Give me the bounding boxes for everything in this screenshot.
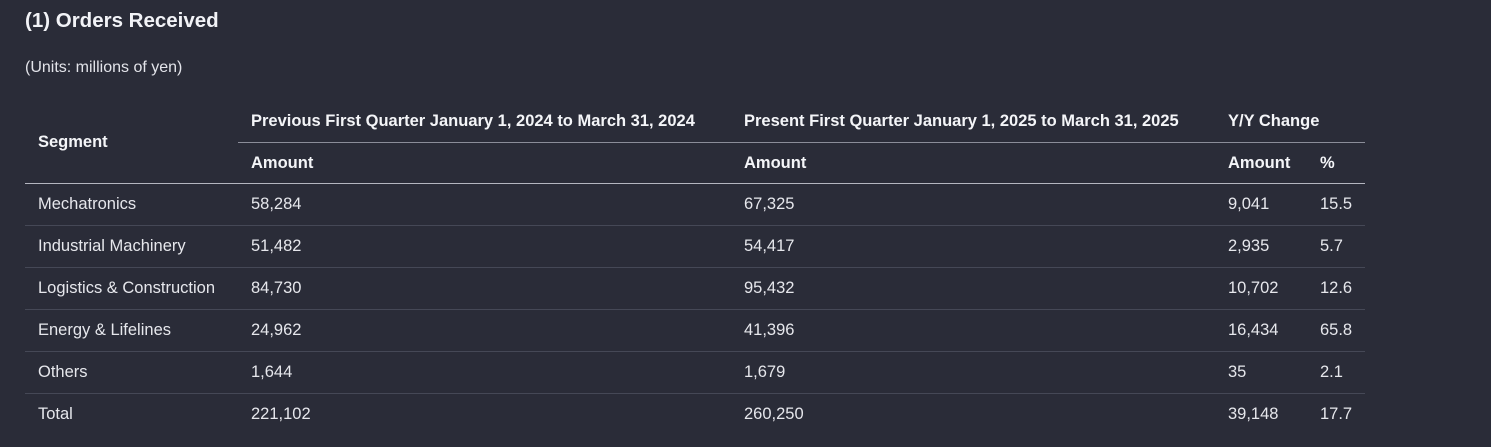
- cell-change-percent: 65.8: [1307, 309, 1366, 352]
- cell-change-percent: 2.1: [1307, 351, 1366, 394]
- table-row: Energy & Lifelines 24,962 41,396 16,434 …: [25, 309, 1366, 352]
- cell-change-amount: 16,434: [1215, 309, 1307, 352]
- table-row: Mechatronics 58,284 67,325 9,041 15.5: [25, 183, 1366, 226]
- cell-segment: Mechatronics: [25, 183, 238, 226]
- table-row: Industrial Machinery 51,482 54,417 2,935…: [25, 225, 1366, 268]
- cell-present-amount: 260,250: [744, 405, 804, 423]
- header-present-amount: Amount: [731, 142, 1215, 184]
- header-previous-quarter: Previous First Quarter January 1, 2024 t…: [238, 101, 731, 143]
- cell-change-amount: 2,935: [1215, 225, 1307, 268]
- cell-previous-amount: 51,482: [238, 225, 731, 268]
- cell-change-percent: 5.7: [1307, 225, 1366, 268]
- cell-segment: Total: [38, 405, 73, 423]
- cell-change-amount: 39,148: [1228, 405, 1279, 423]
- cell-segment: Industrial Machinery: [25, 225, 238, 268]
- cell-segment: Others: [25, 351, 238, 394]
- cell-previous-amount: 1,644: [238, 351, 731, 394]
- table-row: Logistics & Construction 84,730 95,432 1…: [25, 267, 1366, 310]
- cell-segment: Energy & Lifelines: [25, 309, 238, 352]
- cell-change-amount: 10,702: [1215, 267, 1307, 310]
- cell-previous-amount: 58,284: [238, 183, 731, 226]
- cell-present-amount: 41,396: [731, 309, 1215, 352]
- header-segment: Segment: [25, 101, 238, 184]
- header-change-percent: %: [1307, 142, 1366, 184]
- cell-previous-amount: 221,102: [251, 405, 311, 423]
- cell-change-amount: 9,041: [1215, 183, 1307, 226]
- cell-present-amount: 1,679: [731, 351, 1215, 394]
- cell-previous-amount: 24,962: [238, 309, 731, 352]
- cell-present-amount: 95,432: [731, 267, 1215, 310]
- cell-change-percent: 15.5: [1307, 183, 1366, 226]
- table-row: Others 1,644 1,679 35 2.1: [25, 351, 1366, 394]
- table-row-total: Total 221,102 260,250 39,148 17.7: [25, 394, 1365, 436]
- section-title: (1) Orders Received: [25, 9, 219, 32]
- header-yoy-change: Y/Y Change: [1215, 101, 1366, 143]
- cell-previous-amount: 84,730: [238, 267, 731, 310]
- header-change-amount: Amount: [1215, 142, 1307, 184]
- cell-change-percent: 12.6: [1307, 267, 1366, 310]
- header-present-quarter: Present First Quarter January 1, 2025 to…: [731, 101, 1215, 143]
- header-previous-amount: Amount: [238, 142, 731, 184]
- cell-change-percent: 17.7: [1320, 405, 1353, 423]
- cell-present-amount: 67,325: [731, 183, 1215, 226]
- cell-change-amount: 35: [1215, 351, 1307, 394]
- cell-present-amount: 54,417: [731, 225, 1215, 268]
- cell-segment: Logistics & Construction: [25, 267, 238, 310]
- units-note: (Units: millions of yen): [25, 59, 183, 76]
- orders-received-table: Segment Previous First Quarter January 1…: [25, 101, 1366, 436]
